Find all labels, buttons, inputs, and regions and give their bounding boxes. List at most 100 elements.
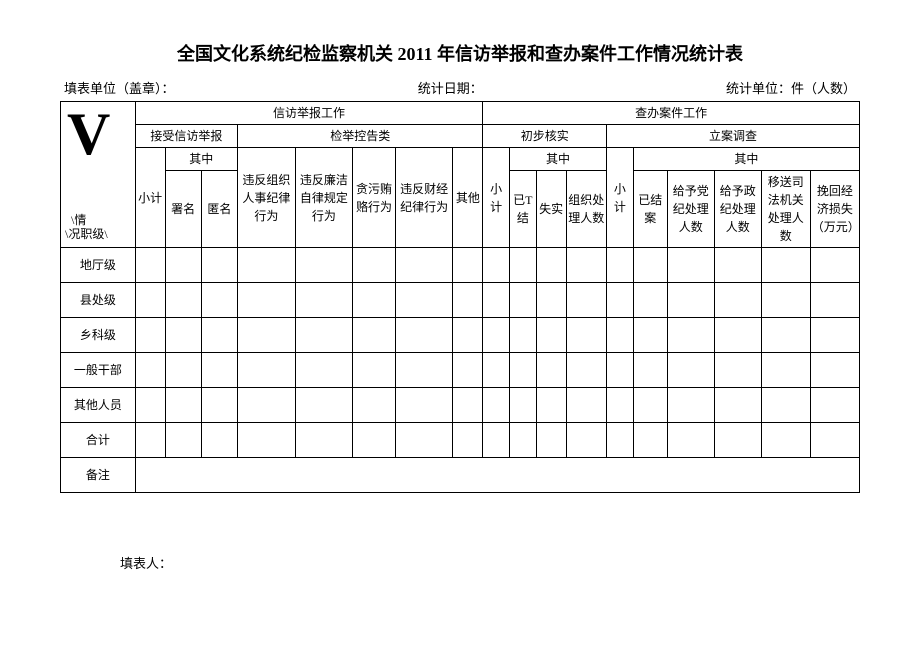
data-cell (667, 283, 714, 318)
data-cell (536, 283, 566, 318)
data-cell (510, 388, 537, 423)
table-row: 合计 (61, 423, 860, 458)
data-cell (238, 388, 296, 423)
data-cell (714, 283, 761, 318)
data-cell (510, 248, 537, 283)
data-cell (607, 283, 634, 318)
data-cell (566, 423, 607, 458)
table-row: 其他人员 (61, 388, 860, 423)
row-label: 其他人员 (61, 388, 136, 423)
data-cell (667, 318, 714, 353)
data-cell (201, 283, 237, 318)
data-cell (714, 353, 761, 388)
data-cell (135, 423, 165, 458)
data-cell (353, 423, 396, 458)
meta-stat-unit: 统计单位：件（人数） (726, 78, 856, 97)
data-cell (295, 353, 353, 388)
data-cell (810, 388, 859, 423)
data-cell (395, 353, 453, 388)
data-cell (483, 248, 510, 283)
data-cell (761, 283, 810, 318)
hdr-chaoban: 查办案件工作 (483, 102, 860, 125)
row-label: 地厅级 (61, 248, 136, 283)
corner-v: V (67, 104, 110, 164)
hdr-lian: 立案调查 (607, 125, 860, 148)
hdr-xinfang: 信访举报工作 (135, 102, 483, 125)
data-cell (238, 248, 296, 283)
row-label: 县处级 (61, 283, 136, 318)
data-cell (714, 423, 761, 458)
table-row: 地厅级 (61, 248, 860, 283)
data-cell (295, 318, 353, 353)
data-cell (238, 318, 296, 353)
data-cell (566, 248, 607, 283)
data-cell (135, 353, 165, 388)
data-cell (633, 318, 667, 353)
data-cell (201, 423, 237, 458)
data-cell (810, 423, 859, 458)
stats-table: V \情 \况职级\ 信访举报工作 查办案件工作 接受信访举报 检举控告类 初步… (60, 101, 860, 493)
data-cell (633, 423, 667, 458)
data-cell (633, 353, 667, 388)
hdr-xiaoji-2: 小计 (483, 148, 510, 248)
hdr-xiaoji-3: 小计 (607, 148, 634, 248)
data-cell (453, 248, 483, 283)
data-cell (510, 353, 537, 388)
data-cell (295, 283, 353, 318)
data-cell (510, 283, 537, 318)
data-cell (165, 353, 201, 388)
data-cell (810, 248, 859, 283)
data-cell (761, 388, 810, 423)
data-cell (201, 318, 237, 353)
data-cell (165, 283, 201, 318)
hdr-c4: 违反财经纪律行为 (395, 148, 453, 248)
hdr-c2: 违反廉洁自律规定行为 (295, 148, 353, 248)
hdr-qizhong-3: 其中 (633, 148, 859, 171)
data-cell (238, 353, 296, 388)
hdr-xiaoji-1: 小计 (135, 148, 165, 248)
data-cell (483, 423, 510, 458)
data-cell (483, 318, 510, 353)
data-cell (135, 388, 165, 423)
data-cell (295, 388, 353, 423)
data-cell (353, 353, 396, 388)
data-cell (135, 283, 165, 318)
hdr-shuming: 署名 (165, 171, 201, 248)
data-cell (201, 353, 237, 388)
data-cell (761, 248, 810, 283)
data-cell (238, 423, 296, 458)
data-cell (536, 423, 566, 458)
data-cell (607, 318, 634, 353)
data-cell (353, 283, 396, 318)
data-cell (536, 388, 566, 423)
hdr-wanhui: 挽回经济损失（万元） (810, 171, 859, 248)
data-cell (566, 318, 607, 353)
hdr-c1: 违反组织人事纪律行为 (238, 148, 296, 248)
data-cell (201, 248, 237, 283)
data-cell (135, 248, 165, 283)
data-cell (667, 353, 714, 388)
hdr-qizhong-1: 其中 (165, 148, 238, 171)
data-cell (483, 388, 510, 423)
data-cell (714, 248, 761, 283)
hdr-zhengji: 给予政纪处理人数 (714, 171, 761, 248)
data-cell (536, 353, 566, 388)
table-row: 备注 (61, 458, 860, 493)
footer-filler: 填表人： (60, 553, 860, 572)
data-cell (165, 248, 201, 283)
hdr-dangji: 给予党纪处理人数 (667, 171, 714, 248)
data-cell (607, 388, 634, 423)
data-cell (395, 423, 453, 458)
data-cell (353, 388, 396, 423)
hdr-c3: 贪污贿赂行为 (353, 148, 396, 248)
table-body: 地厅级县处级乡科级一般干部其他人员合计备注 (61, 248, 860, 493)
hdr-yisong: 移送司法机关处理人数 (761, 171, 810, 248)
data-cell (566, 283, 607, 318)
data-cell (761, 318, 810, 353)
hdr-accept: 接受信访举报 (135, 125, 237, 148)
row-label: 乡科级 (61, 318, 136, 353)
data-cell (483, 353, 510, 388)
data-cell (483, 283, 510, 318)
table-row: 乡科级 (61, 318, 860, 353)
data-cell (295, 248, 353, 283)
